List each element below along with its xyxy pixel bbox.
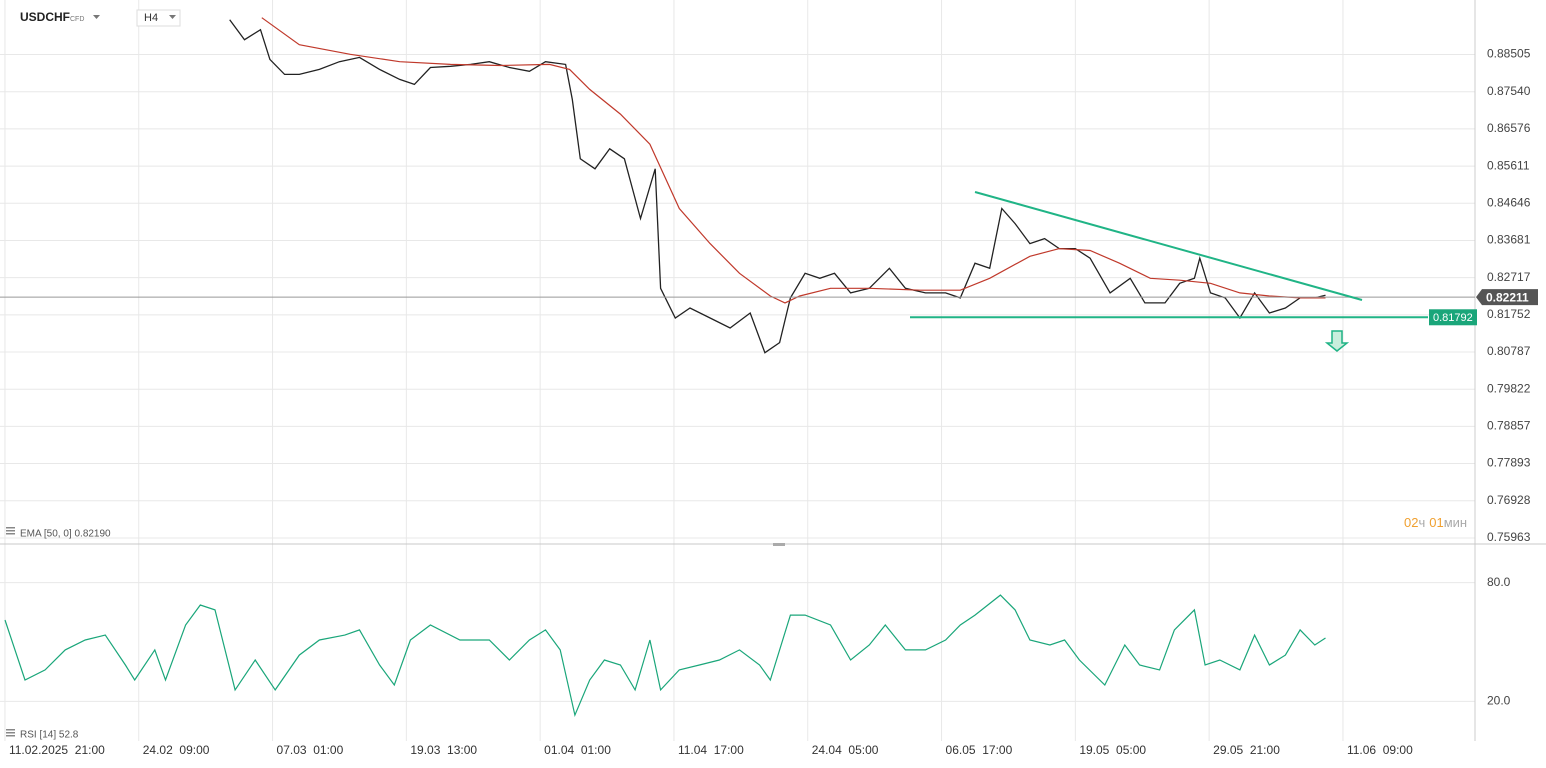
timer-hours: 02 <box>1404 515 1418 530</box>
symbol-badge: CFD <box>70 16 84 23</box>
timeframe-select[interactable] <box>136 9 181 27</box>
rsi-icon[interactable] <box>6 729 15 737</box>
x-tick-label: 24.04 05:00 <box>812 743 879 757</box>
x-tick-label: 29.05 21:00 <box>1213 743 1280 757</box>
current-price-label: 0.82211 <box>1486 290 1529 304</box>
level-badge <box>1429 309 1477 326</box>
y-tick-label: 0.85611 <box>1487 158 1530 172</box>
x-tick-label: 19.05 05:00 <box>1079 743 1146 757</box>
panel-resize-handle[interactable] <box>773 543 785 546</box>
grid <box>0 0 1475 741</box>
series-line <box>4 594 1326 718</box>
y-tick-label: 0.88505 <box>1487 47 1531 61</box>
timer-hours-unit: ч <box>1418 515 1425 530</box>
level-label: 0.81792 <box>1433 312 1473 324</box>
y-tick-label: 0.77893 <box>1487 456 1531 470</box>
timeframe-dropdown[interactable] <box>169 15 176 19</box>
plot <box>0 17 1475 718</box>
timer-minutes-unit: мин <box>1444 515 1467 530</box>
series-line <box>229 19 1326 354</box>
x-tick-label: 11.04 17:00 <box>678 743 744 757</box>
x-tick-label: 11.02.2025 21:00 <box>9 743 105 757</box>
y-tick-label: 20.0 <box>1487 694 1511 708</box>
x-tick-label: 19.03 13:00 <box>410 743 477 757</box>
timer-minutes: 01 <box>1429 515 1443 530</box>
y-tick-label: 0.80787 <box>1487 344 1531 358</box>
timer: 02ч 01мин <box>1404 515 1467 530</box>
ema-legend: EMA [50, 0] 0.82190 <box>20 529 111 540</box>
resistance-trendline <box>974 191 1363 301</box>
y-tick-label: 0.87540 <box>1487 84 1531 98</box>
x-tick-label: 11.06 09:00 <box>1347 743 1413 757</box>
y-tick-label: 80.0 <box>1487 575 1511 589</box>
y-tick-label: 0.79822 <box>1487 381 1531 395</box>
y-tick-label: 0.78857 <box>1487 419 1531 433</box>
x-tick-label: 01.04 01:00 <box>544 743 611 757</box>
y-tick-label: 0.75963 <box>1487 530 1531 544</box>
symbol-dropdown[interactable] <box>93 15 100 19</box>
down-arrow <box>1324 330 1350 352</box>
symbol: USDCHF <box>20 10 70 24</box>
y-tick-label: 0.86576 <box>1487 121 1531 135</box>
y-tick-label: 0.81752 <box>1487 307 1531 321</box>
series-line <box>261 17 1326 304</box>
current-price-badge <box>1476 289 1538 306</box>
x-tick-label: 07.03 01:00 <box>277 743 344 757</box>
ema-icon[interactable] <box>6 527 15 535</box>
timeframe: H4 <box>144 12 158 24</box>
rsi-legend: RSI [14] 52.8 <box>20 730 79 741</box>
y-tick-label: 0.83681 <box>1487 233 1531 247</box>
y-tick-label: 0.76928 <box>1487 493 1531 507</box>
x-tick-label: 24.02 09:00 <box>143 743 210 757</box>
y-tick-label: 0.82717 <box>1487 270 1531 284</box>
y-tick-label: 0.84646 <box>1487 195 1531 209</box>
x-tick-label: 06.05 17:00 <box>946 743 1013 757</box>
